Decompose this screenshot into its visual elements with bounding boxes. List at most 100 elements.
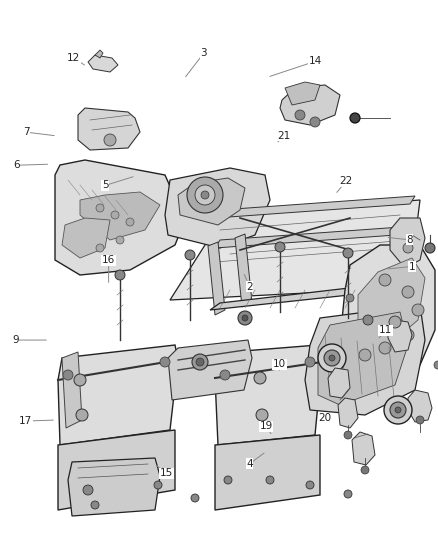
Polygon shape bbox=[170, 200, 420, 300]
Polygon shape bbox=[80, 192, 160, 240]
Text: 6: 6 bbox=[13, 160, 20, 170]
Polygon shape bbox=[178, 178, 245, 225]
Polygon shape bbox=[62, 352, 82, 428]
Polygon shape bbox=[95, 50, 103, 58]
Circle shape bbox=[126, 218, 134, 226]
Circle shape bbox=[242, 315, 248, 321]
Polygon shape bbox=[352, 432, 375, 465]
Polygon shape bbox=[165, 168, 270, 248]
Polygon shape bbox=[305, 305, 425, 415]
Text: 22: 22 bbox=[339, 176, 353, 186]
Polygon shape bbox=[208, 242, 225, 315]
Text: 14: 14 bbox=[309, 56, 322, 66]
Circle shape bbox=[201, 191, 209, 199]
Circle shape bbox=[96, 244, 104, 252]
Text: 1: 1 bbox=[408, 262, 415, 271]
Circle shape bbox=[160, 357, 170, 367]
Circle shape bbox=[324, 350, 340, 366]
Circle shape bbox=[305, 357, 315, 367]
Circle shape bbox=[402, 329, 414, 341]
Circle shape bbox=[434, 361, 438, 369]
Circle shape bbox=[196, 358, 204, 366]
Circle shape bbox=[306, 481, 314, 489]
Polygon shape bbox=[215, 226, 415, 248]
Polygon shape bbox=[62, 218, 110, 258]
Polygon shape bbox=[235, 234, 252, 307]
Circle shape bbox=[115, 270, 125, 280]
Circle shape bbox=[329, 355, 335, 361]
Text: 7: 7 bbox=[23, 127, 30, 137]
Circle shape bbox=[254, 372, 266, 384]
Polygon shape bbox=[215, 196, 415, 218]
Circle shape bbox=[83, 485, 93, 495]
Polygon shape bbox=[388, 320, 412, 352]
Circle shape bbox=[220, 370, 230, 380]
Circle shape bbox=[104, 134, 116, 146]
Circle shape bbox=[76, 409, 88, 421]
Circle shape bbox=[84, 486, 92, 494]
Circle shape bbox=[412, 304, 424, 316]
Circle shape bbox=[238, 311, 252, 325]
Polygon shape bbox=[210, 285, 375, 310]
Polygon shape bbox=[408, 390, 432, 422]
Circle shape bbox=[379, 342, 391, 354]
Circle shape bbox=[363, 315, 373, 325]
Circle shape bbox=[185, 250, 195, 260]
Text: 10: 10 bbox=[273, 359, 286, 369]
Circle shape bbox=[111, 211, 119, 219]
Circle shape bbox=[402, 286, 414, 298]
Circle shape bbox=[350, 113, 360, 123]
Circle shape bbox=[384, 396, 412, 424]
Circle shape bbox=[344, 431, 352, 439]
Polygon shape bbox=[215, 435, 320, 510]
Text: 17: 17 bbox=[19, 416, 32, 426]
Text: 20: 20 bbox=[318, 414, 332, 423]
Polygon shape bbox=[328, 368, 350, 398]
Text: 11: 11 bbox=[379, 326, 392, 335]
Circle shape bbox=[310, 117, 320, 127]
Circle shape bbox=[379, 274, 391, 286]
Text: 12: 12 bbox=[67, 53, 80, 62]
Circle shape bbox=[74, 374, 86, 386]
Circle shape bbox=[403, 243, 413, 253]
Circle shape bbox=[359, 349, 371, 361]
Polygon shape bbox=[58, 345, 178, 445]
Polygon shape bbox=[88, 55, 118, 72]
Circle shape bbox=[343, 248, 353, 258]
Circle shape bbox=[390, 402, 406, 418]
Text: 2: 2 bbox=[246, 282, 253, 292]
Circle shape bbox=[192, 354, 208, 370]
Polygon shape bbox=[318, 312, 408, 405]
Circle shape bbox=[344, 490, 352, 498]
Text: 21: 21 bbox=[277, 131, 290, 141]
Circle shape bbox=[63, 370, 73, 380]
Circle shape bbox=[116, 236, 124, 244]
Polygon shape bbox=[358, 258, 425, 348]
Text: 5: 5 bbox=[102, 181, 109, 190]
Polygon shape bbox=[280, 85, 340, 125]
Circle shape bbox=[187, 177, 223, 213]
Circle shape bbox=[275, 242, 285, 252]
Text: 8: 8 bbox=[406, 235, 413, 245]
Polygon shape bbox=[68, 458, 160, 516]
Polygon shape bbox=[390, 218, 425, 268]
Text: 15: 15 bbox=[160, 469, 173, 478]
Polygon shape bbox=[78, 108, 140, 150]
Polygon shape bbox=[168, 340, 252, 400]
Circle shape bbox=[389, 316, 401, 328]
Circle shape bbox=[91, 501, 99, 509]
Text: 3: 3 bbox=[200, 49, 207, 58]
Text: 4: 4 bbox=[246, 459, 253, 469]
Circle shape bbox=[154, 481, 162, 489]
Polygon shape bbox=[55, 160, 185, 275]
Text: 19: 19 bbox=[260, 422, 273, 431]
Circle shape bbox=[395, 407, 401, 413]
Circle shape bbox=[191, 494, 199, 502]
Polygon shape bbox=[338, 398, 358, 428]
Circle shape bbox=[195, 185, 215, 205]
Circle shape bbox=[96, 204, 104, 212]
Circle shape bbox=[361, 466, 369, 474]
Polygon shape bbox=[340, 245, 435, 385]
Circle shape bbox=[416, 416, 424, 424]
Circle shape bbox=[295, 110, 305, 120]
